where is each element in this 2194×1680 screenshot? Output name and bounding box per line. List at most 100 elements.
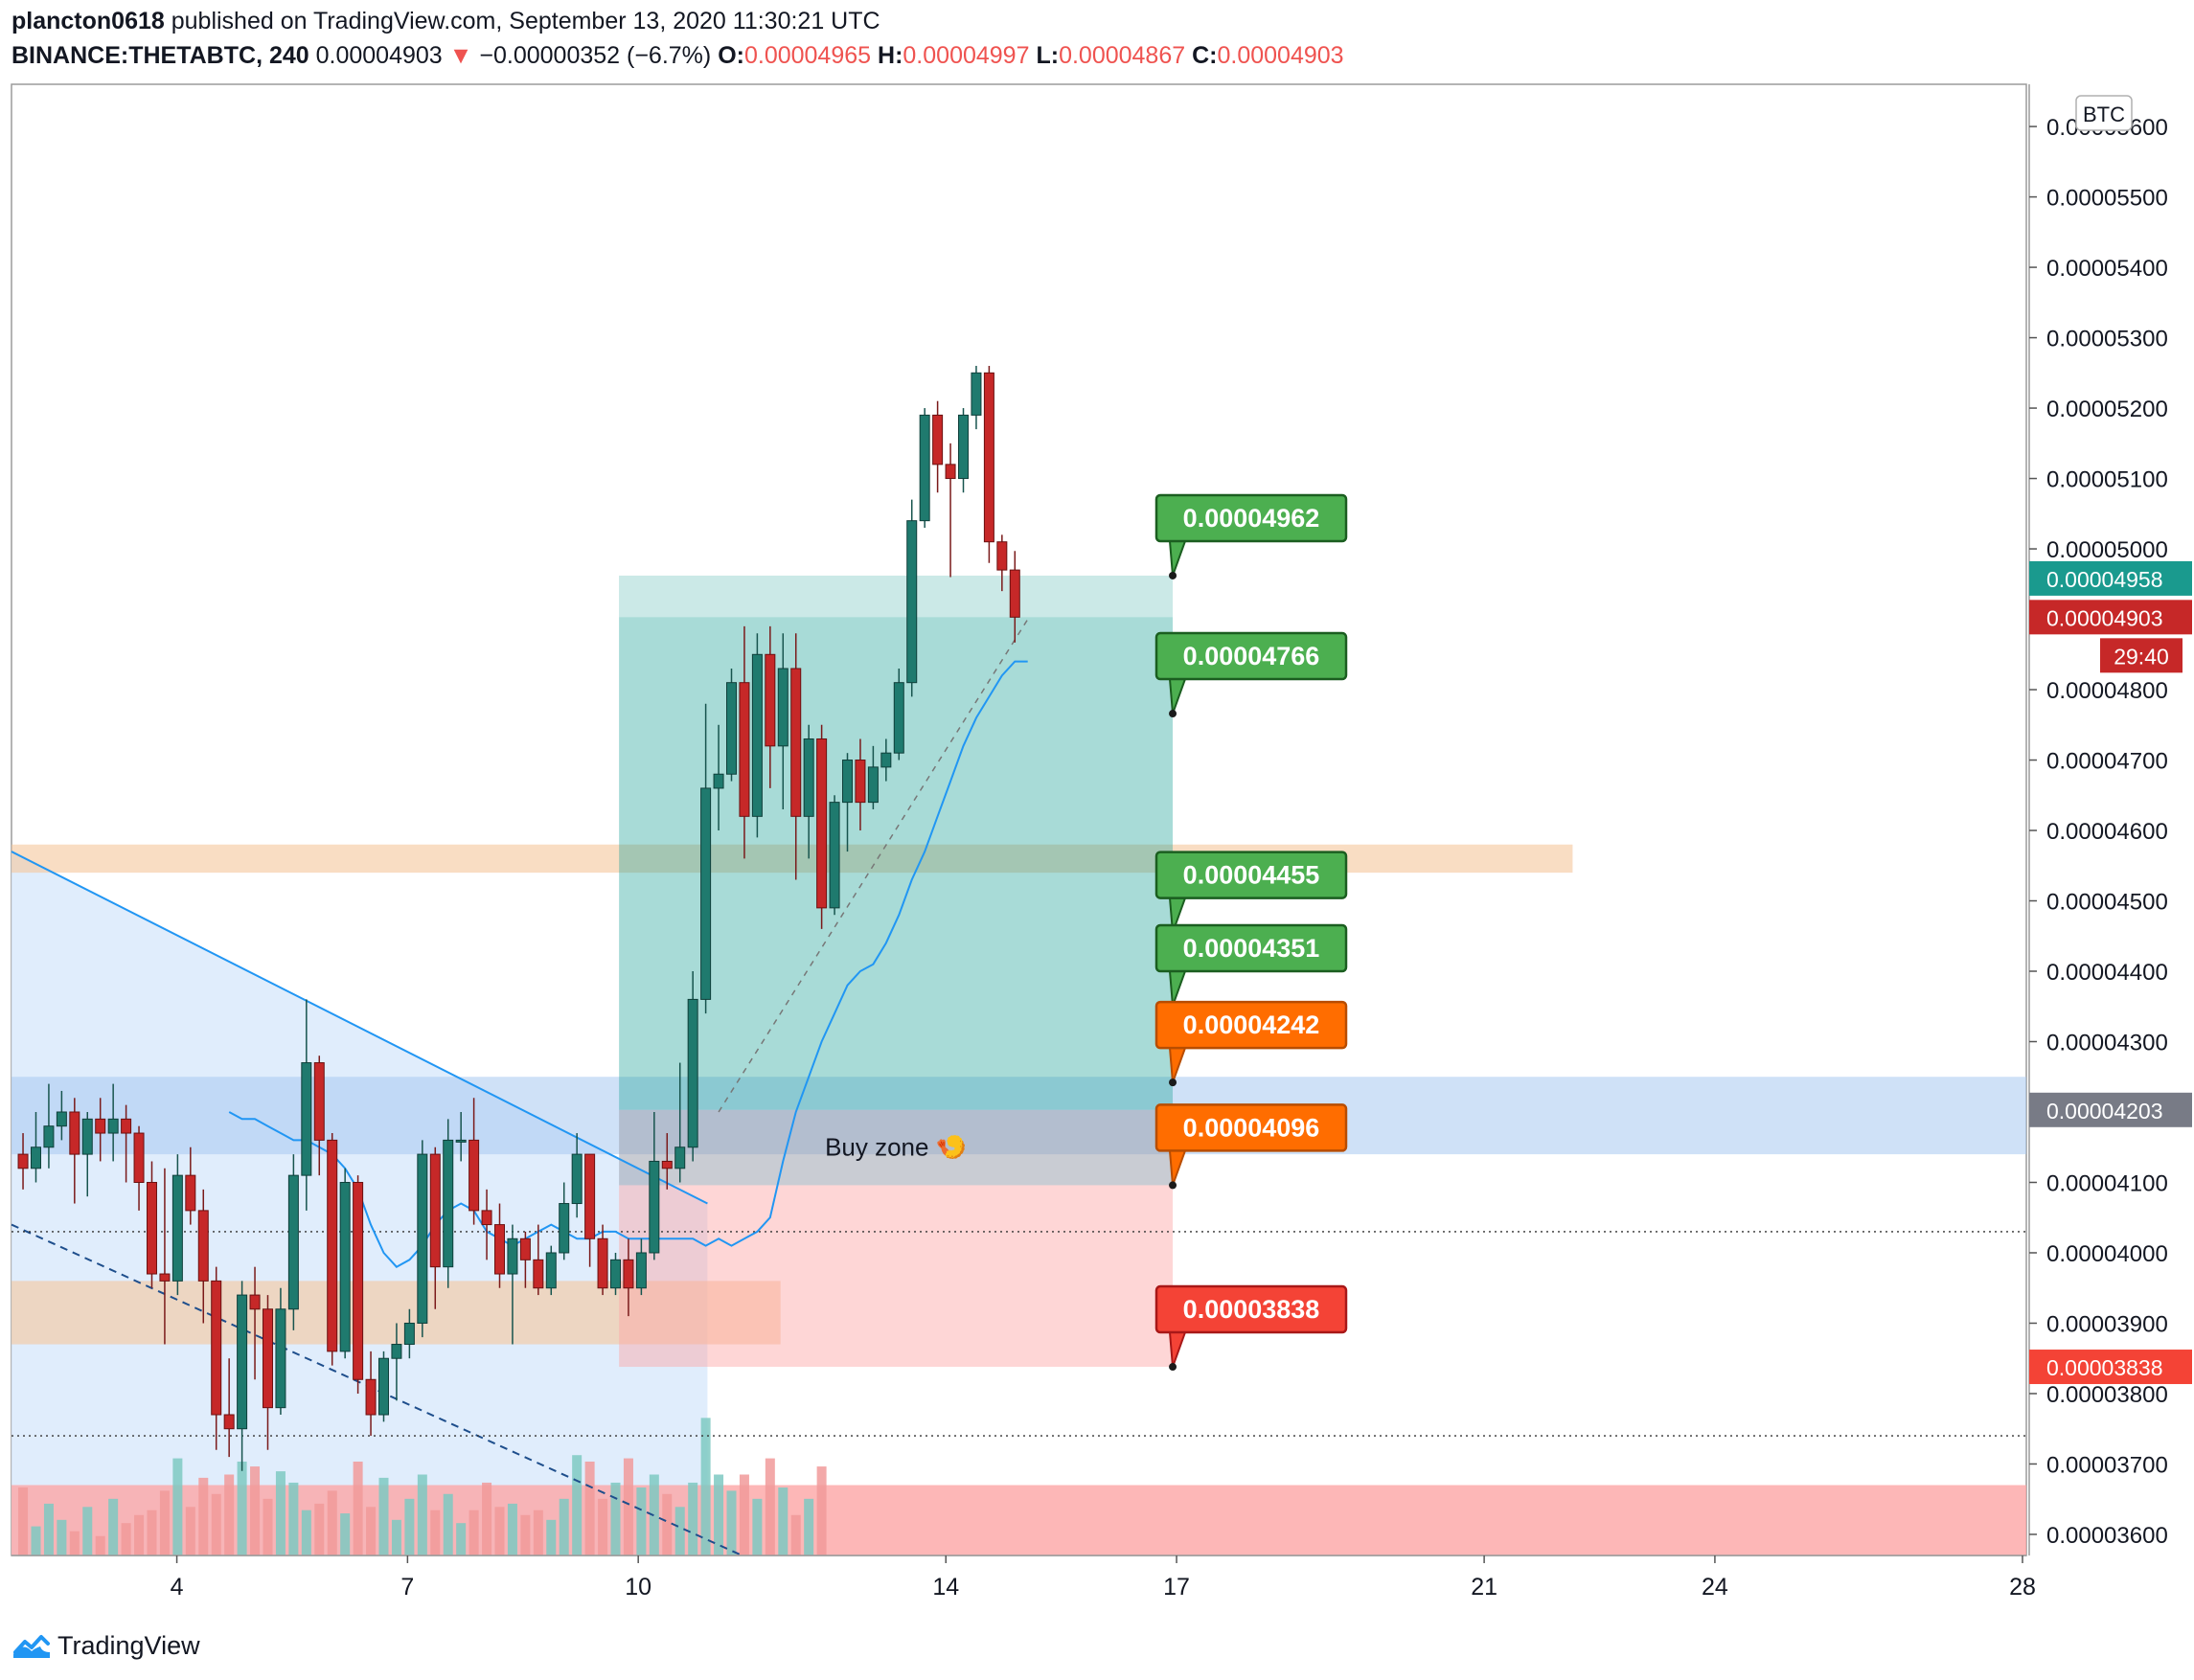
- candle[interactable]: [211, 1266, 222, 1450]
- candle[interactable]: [649, 1111, 660, 1260]
- candle[interactable]: [339, 1168, 351, 1359]
- candle[interactable]: [95, 1098, 106, 1162]
- candle[interactable]: [559, 1182, 570, 1260]
- price-target-callout[interactable]: 0.00004096: [1154, 1103, 1348, 1190]
- candle[interactable]: [17, 1133, 29, 1190]
- candle[interactable]: [391, 1323, 402, 1401]
- candle[interactable]: [481, 1189, 492, 1260]
- candle[interactable]: [56, 1090, 67, 1141]
- candle[interactable]: [867, 745, 879, 809]
- candles-layer[interactable]: [17, 365, 1020, 1471]
- candle[interactable]: [739, 625, 750, 859]
- candle[interactable]: [403, 1308, 415, 1359]
- candle[interactable]: [777, 633, 788, 809]
- time-axis-tick-label: 7: [400, 1574, 414, 1601]
- candle[interactable]: [945, 443, 956, 578]
- candle[interactable]: [971, 365, 982, 430]
- candle[interactable]: [700, 703, 712, 1014]
- candle[interactable]: [983, 365, 994, 563]
- candle[interactable]: [635, 1238, 647, 1296]
- candle[interactable]: [69, 1098, 80, 1204]
- candle[interactable]: [519, 1231, 531, 1288]
- candle[interactable]: [159, 1168, 171, 1345]
- candle[interactable]: [507, 1224, 518, 1345]
- price-target-callout[interactable]: 0.00004766: [1154, 631, 1348, 718]
- time-axis-tick-label: 10: [625, 1574, 651, 1601]
- price-target-callout[interactable]: 0.00004242: [1154, 1000, 1348, 1087]
- dashed-trend-path[interactable]: [718, 619, 1029, 1113]
- price-target-callout[interactable]: 0.00004455: [1154, 851, 1348, 937]
- candle[interactable]: [842, 753, 854, 852]
- candle[interactable]: [751, 633, 763, 838]
- candle[interactable]: [958, 408, 970, 493]
- candle[interactable]: [377, 1351, 389, 1422]
- candle[interactable]: [171, 1154, 183, 1296]
- candle[interactable]: [609, 1252, 621, 1296]
- candle[interactable]: [790, 633, 802, 880]
- candle[interactable]: [623, 1238, 634, 1317]
- candle[interactable]: [893, 668, 904, 761]
- candle-body: [469, 1139, 480, 1212]
- candle[interactable]: [365, 1351, 377, 1437]
- price-target-callout[interactable]: 0.00003838: [1154, 1284, 1348, 1372]
- candle[interactable]: [455, 1111, 467, 1162]
- candle[interactable]: [353, 1175, 364, 1394]
- candle[interactable]: [237, 1281, 248, 1471]
- candle[interactable]: [429, 1146, 441, 1309]
- candle[interactable]: [493, 1203, 505, 1288]
- symbol-label[interactable]: BINANCE:THETABTC, 240: [11, 42, 309, 69]
- candle[interactable]: [855, 738, 866, 831]
- candle[interactable]: [223, 1358, 235, 1458]
- candle[interactable]: [1009, 551, 1020, 643]
- candle[interactable]: [533, 1224, 544, 1296]
- candle[interactable]: [584, 1153, 596, 1267]
- candle[interactable]: [545, 1245, 557, 1296]
- candle[interactable]: [275, 1287, 286, 1416]
- candle[interactable]: [829, 795, 840, 916]
- candle[interactable]: [185, 1146, 196, 1225]
- candle[interactable]: [674, 1062, 686, 1183]
- candle[interactable]: [443, 1119, 454, 1288]
- candle[interactable]: [880, 738, 892, 782]
- candle[interactable]: [287, 1154, 299, 1330]
- candle[interactable]: [327, 1133, 338, 1366]
- candle[interactable]: [301, 999, 312, 1211]
- candle[interactable]: [726, 668, 738, 782]
- candle[interactable]: [597, 1224, 608, 1296]
- candle[interactable]: [146, 1161, 157, 1288]
- candle[interactable]: [932, 400, 944, 493]
- candle[interactable]: [249, 1266, 261, 1380]
- candle[interactable]: [919, 408, 930, 529]
- volume-bar: [726, 1490, 737, 1555]
- candle[interactable]: [713, 724, 724, 831]
- candle[interactable]: [313, 1056, 325, 1176]
- candle[interactable]: [687, 971, 698, 1162]
- candle[interactable]: [803, 724, 814, 859]
- candle[interactable]: [469, 1098, 480, 1225]
- candle[interactable]: [121, 1104, 132, 1183]
- candle[interactable]: [262, 1295, 273, 1450]
- candle[interactable]: [765, 625, 776, 788]
- candle[interactable]: [906, 499, 918, 697]
- candle-body: [649, 1160, 660, 1254]
- descending-trendline[interactable]: [11, 851, 708, 1205]
- candle[interactable]: [43, 1083, 55, 1169]
- candle[interactable]: [417, 1140, 428, 1338]
- candle[interactable]: [30, 1111, 41, 1183]
- candle[interactable]: [661, 1133, 673, 1190]
- candle[interactable]: [996, 534, 1008, 592]
- axis-layer[interactable]: 0.000056000.000055000.000054000.00005300…: [11, 84, 2192, 1601]
- candle[interactable]: [107, 1083, 119, 1162]
- author-name[interactable]: plancton0618: [11, 8, 165, 34]
- candle[interactable]: [816, 724, 828, 929]
- candle[interactable]: [81, 1111, 93, 1197]
- price-target-callout[interactable]: 0.00004962: [1154, 493, 1348, 579]
- price-target-callout[interactable]: 0.00004351: [1154, 923, 1348, 1010]
- candle-body: [983, 372, 994, 543]
- candle[interactable]: [197, 1189, 209, 1324]
- currency-badge[interactable]: [2075, 95, 2133, 131]
- tradingview-footer[interactable]: TradingView: [13, 1626, 200, 1665]
- candle[interactable]: [133, 1125, 145, 1211]
- candle[interactable]: [571, 1133, 583, 1218]
